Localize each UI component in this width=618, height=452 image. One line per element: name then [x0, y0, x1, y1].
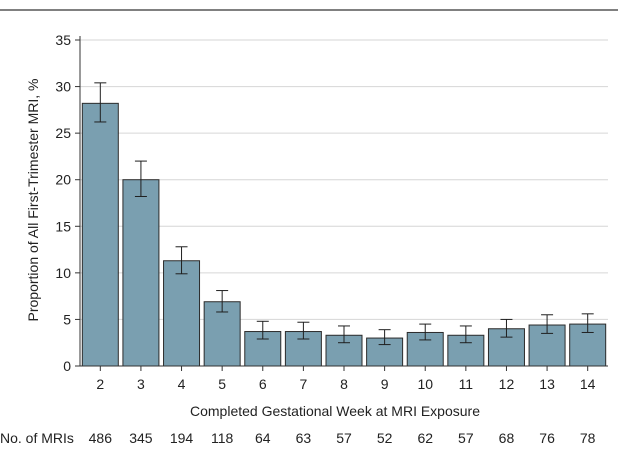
x-axis-label: Completed Gestational Week at MRI Exposu… [190, 403, 480, 419]
x-tick-label: 8 [340, 376, 348, 392]
count-value: 64 [255, 430, 271, 446]
count-value: 63 [296, 430, 312, 446]
x-tick-label: 14 [580, 376, 596, 392]
y-tick-label: 0 [63, 358, 71, 374]
counts-layer: 486 345 194 118 64 63 57 52 62 57 68 76 78 [89, 430, 596, 446]
count-value: 194 [170, 430, 194, 446]
bar [81, 102, 119, 367]
y-tick-label: 10 [55, 265, 71, 281]
y-tick-label: 20 [55, 172, 71, 188]
count-value: 118 [211, 430, 234, 446]
x-tick-label: 9 [381, 376, 389, 392]
count-value: 345 [129, 430, 153, 446]
x-tick-label: 2 [96, 376, 104, 392]
count-value: 57 [458, 430, 474, 446]
x-tick-label: 11 [459, 376, 474, 392]
bar [163, 260, 201, 367]
axis-layer: 0 5 10 15 20 25 30 35 2 3 4 5 6 7 8 9 10 11 12 13 14 [55, 32, 608, 392]
x-tick-label: 4 [178, 376, 186, 392]
count-value: 68 [499, 430, 515, 446]
x-tick-label: 5 [218, 376, 226, 392]
count-value: 486 [89, 430, 113, 446]
count-value: 62 [417, 430, 433, 446]
count-value: 52 [377, 430, 393, 446]
count-value: 76 [539, 430, 555, 446]
x-tick-label: 10 [417, 376, 433, 392]
y-tick-label: 25 [55, 125, 71, 141]
x-tick-label: 12 [499, 376, 515, 392]
x-tick-label: 7 [299, 376, 307, 392]
bar-layer [81, 82, 607, 367]
count-value: 78 [580, 430, 596, 446]
label-layer: Proportion of All First-Trimester MRI, %… [0, 79, 480, 446]
count-value: 57 [336, 430, 352, 446]
y-axis-label: Proportion of All First-Trimester MRI, % [25, 79, 41, 322]
x-tick-label: 3 [137, 376, 145, 392]
bar [122, 179, 160, 367]
counts-row-label: No. of MRIs [0, 430, 74, 446]
y-tick-label: 35 [55, 32, 71, 48]
y-tick-label: 5 [63, 311, 71, 327]
x-tick-label: 6 [259, 376, 267, 392]
x-tick-label: 13 [539, 376, 555, 392]
y-tick-label: 30 [55, 79, 71, 95]
y-tick-label: 15 [55, 218, 71, 234]
